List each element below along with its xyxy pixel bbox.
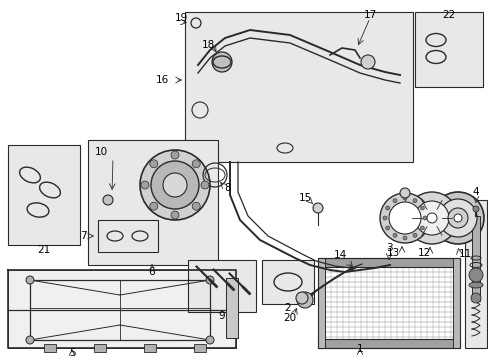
Circle shape xyxy=(312,203,323,213)
Circle shape xyxy=(140,150,209,220)
Bar xyxy=(317,339,459,348)
Text: 16: 16 xyxy=(155,75,168,85)
Circle shape xyxy=(26,336,34,344)
Bar xyxy=(8,145,80,245)
Circle shape xyxy=(470,293,480,303)
Bar xyxy=(44,344,56,352)
Text: 8: 8 xyxy=(224,183,231,193)
Text: 18: 18 xyxy=(201,40,214,50)
Text: 9: 9 xyxy=(218,311,225,321)
Text: 4: 4 xyxy=(472,187,478,197)
Bar xyxy=(8,270,236,348)
Circle shape xyxy=(171,211,179,219)
Bar xyxy=(262,260,313,304)
Circle shape xyxy=(103,195,113,205)
Text: 20: 20 xyxy=(283,313,296,323)
Text: 1: 1 xyxy=(356,344,363,354)
Text: 3: 3 xyxy=(385,243,391,253)
Circle shape xyxy=(382,216,386,220)
Bar xyxy=(464,200,486,348)
Circle shape xyxy=(412,199,416,203)
Text: 17: 17 xyxy=(363,10,376,20)
Bar xyxy=(471,216,479,301)
Circle shape xyxy=(212,52,231,72)
Circle shape xyxy=(379,193,429,243)
Bar xyxy=(225,278,238,338)
Circle shape xyxy=(447,208,467,228)
Bar xyxy=(317,258,459,348)
Bar xyxy=(143,344,156,352)
Text: 13: 13 xyxy=(386,248,399,258)
Circle shape xyxy=(201,181,208,189)
Bar xyxy=(94,344,106,352)
Text: 14: 14 xyxy=(333,250,346,260)
Circle shape xyxy=(405,192,457,244)
Circle shape xyxy=(192,160,200,168)
Circle shape xyxy=(149,202,158,210)
Circle shape xyxy=(149,160,158,168)
Circle shape xyxy=(420,226,424,230)
Text: 5: 5 xyxy=(68,348,75,358)
Circle shape xyxy=(192,202,200,210)
Circle shape xyxy=(399,188,409,198)
Text: 6: 6 xyxy=(148,267,155,277)
Circle shape xyxy=(431,192,483,244)
Bar xyxy=(187,260,256,312)
Circle shape xyxy=(360,55,374,69)
Text: 10: 10 xyxy=(94,147,107,157)
Text: 19: 19 xyxy=(174,13,187,23)
Circle shape xyxy=(388,202,420,234)
Bar xyxy=(194,344,205,352)
Circle shape xyxy=(26,276,34,284)
Bar xyxy=(317,258,459,267)
Circle shape xyxy=(412,233,416,237)
Bar xyxy=(98,220,158,252)
Circle shape xyxy=(422,216,426,220)
Text: 7: 7 xyxy=(80,231,86,241)
Circle shape xyxy=(414,201,448,235)
Text: 11: 11 xyxy=(457,249,470,259)
Circle shape xyxy=(205,276,214,284)
Bar xyxy=(414,12,482,87)
Circle shape xyxy=(438,199,476,237)
Circle shape xyxy=(171,151,179,159)
Circle shape xyxy=(151,161,199,209)
Bar xyxy=(184,12,412,162)
Text: 12: 12 xyxy=(417,248,430,258)
Circle shape xyxy=(453,214,461,222)
Circle shape xyxy=(472,206,478,212)
Text: 21: 21 xyxy=(37,245,51,255)
Bar xyxy=(317,258,325,348)
Text: 15: 15 xyxy=(298,193,311,203)
Circle shape xyxy=(385,226,389,230)
Circle shape xyxy=(392,199,396,203)
Circle shape xyxy=(402,196,406,200)
Circle shape xyxy=(295,292,307,304)
Circle shape xyxy=(296,292,312,308)
Circle shape xyxy=(392,233,396,237)
Text: 2: 2 xyxy=(284,303,291,313)
Circle shape xyxy=(402,236,406,240)
Circle shape xyxy=(420,206,424,210)
Circle shape xyxy=(141,181,149,189)
Text: 22: 22 xyxy=(442,10,455,20)
Circle shape xyxy=(163,173,186,197)
Circle shape xyxy=(205,336,214,344)
Bar xyxy=(88,140,218,265)
Circle shape xyxy=(426,213,436,223)
Circle shape xyxy=(468,268,482,282)
Ellipse shape xyxy=(468,282,482,288)
Bar xyxy=(452,258,459,348)
Circle shape xyxy=(385,206,389,210)
